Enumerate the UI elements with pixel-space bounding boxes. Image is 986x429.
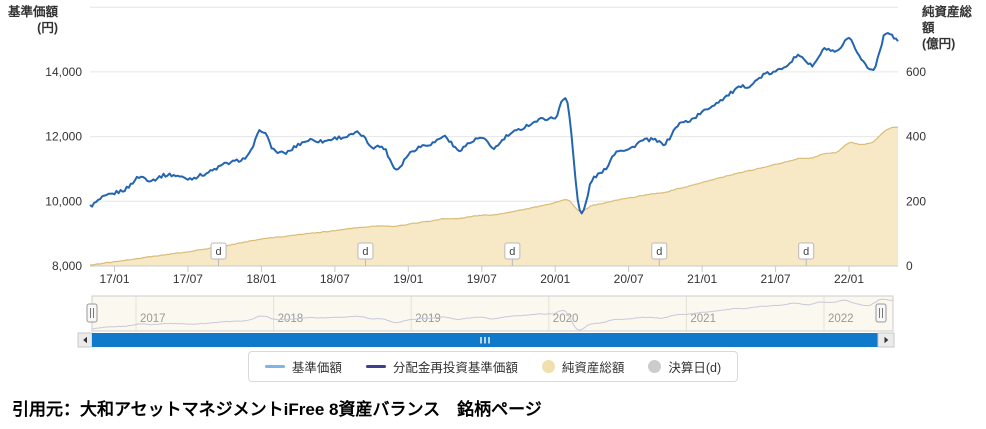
legend-item-0[interactable]: 基準価額 bbox=[264, 357, 342, 376]
source-caption: 引用元：大和アセットマネジメントiFree 8資産バランス 銘柄ページ bbox=[12, 400, 542, 419]
arrow-right-icon bbox=[884, 336, 889, 344]
navigator-year-label: 2017 bbox=[140, 313, 166, 325]
navigator[interactable]: 2017 2018 2019 2020 2021 2022 bbox=[86, 295, 894, 332]
navigator-year-label: 2020 bbox=[553, 313, 579, 325]
navigator-year-label: 2019 bbox=[415, 313, 441, 325]
legend-item-1[interactable]: 分配金再投資基準価額 bbox=[365, 357, 518, 376]
arrow-left-icon bbox=[83, 336, 87, 344]
svg-text:d: d bbox=[362, 246, 368, 258]
right-axis-title-text: 純資産総額 bbox=[922, 5, 973, 35]
navigator-handle-left[interactable] bbox=[86, 303, 98, 323]
legend-item-label: 決算日(d) bbox=[668, 361, 722, 375]
left-axis-title-text: 基準価額 bbox=[7, 5, 58, 19]
right-tick-label: 200 bbox=[906, 194, 926, 208]
legend-item-label: 純資産総額 bbox=[561, 361, 625, 375]
left-tick-label: 12,000 bbox=[45, 130, 82, 144]
x-tick-label: 22/01 bbox=[834, 272, 864, 286]
chart-canvas[interactable]: 17/01 17/07 18/01 18/07 19/01 19/07 20/01 20/07… bbox=[0, 0, 986, 349]
navigator-year-label: 2022 bbox=[828, 313, 854, 325]
settlement-marker[interactable]: d bbox=[798, 242, 815, 266]
scrollbar[interactable] bbox=[77, 332, 895, 348]
right-axis-title: 純資産総額 (億円) bbox=[922, 4, 984, 52]
x-tick-label: 19/07 bbox=[467, 272, 497, 286]
svg-text:d: d bbox=[509, 246, 515, 258]
legend-circle-marker-icon bbox=[648, 360, 662, 373]
legend-wrap: 基準価額 分配金再投資基準価額 純資産総額 決算日(d) bbox=[0, 351, 986, 382]
svg-text:d: d bbox=[215, 246, 221, 258]
legend-item-2[interactable]: 純資産総額 bbox=[541, 357, 625, 376]
right-tick-label: 0 bbox=[906, 259, 913, 273]
left-axis-title: 基準価額 (円) bbox=[2, 4, 58, 36]
right-tick-label: 600 bbox=[906, 65, 926, 79]
price-line[interactable] bbox=[89, 32, 899, 215]
left-tick-label: 10,000 bbox=[45, 194, 82, 208]
x-axis: 17/01 17/07 18/01 18/07 19/01 19/07 20/01 20/07… bbox=[90, 265, 898, 286]
x-tick-label: 19/01 bbox=[393, 272, 423, 286]
svg-text:d: d bbox=[803, 246, 809, 258]
right-axis-unit: (億円) bbox=[922, 37, 956, 51]
right-tick-label: 400 bbox=[906, 130, 926, 144]
x-tick-label: 17/07 bbox=[173, 272, 203, 286]
scrollbar-left-button[interactable] bbox=[77, 332, 93, 348]
x-tick-label: 21/01 bbox=[687, 272, 717, 286]
x-tick-label: 21/07 bbox=[761, 272, 791, 286]
assets-area bbox=[90, 126, 898, 267]
navigator-year-label: 2021 bbox=[690, 313, 716, 325]
legend-item-label: 分配金再投資基準価額 bbox=[392, 361, 518, 375]
legend-line-marker-icon bbox=[365, 365, 386, 368]
x-tick-label: 17/01 bbox=[99, 272, 129, 286]
settlement-marker[interactable]: d bbox=[651, 242, 668, 266]
legend-item-label: 基準価額 bbox=[291, 361, 342, 375]
x-tick-label: 18/07 bbox=[320, 272, 350, 286]
x-tick-label: 18/01 bbox=[246, 272, 276, 286]
navigator-handle-right[interactable] bbox=[875, 303, 887, 323]
legend: 基準価額 分配金再投資基準価額 純資産総額 決算日(d) bbox=[247, 351, 739, 382]
legend-circle-marker-icon bbox=[541, 360, 555, 373]
svg-text:d: d bbox=[656, 246, 662, 258]
left-tick-label: 14,000 bbox=[45, 65, 82, 79]
navigator-track bbox=[91, 295, 894, 332]
x-tick-label: 20/01 bbox=[540, 272, 570, 286]
settlement-marker[interactable]: d bbox=[210, 242, 227, 266]
left-axis-unit: (円) bbox=[37, 21, 58, 35]
navigator-series-line bbox=[91, 298, 894, 331]
x-tick-label: 20/07 bbox=[614, 272, 644, 286]
legend-item-3[interactable]: 決算日(d) bbox=[648, 357, 721, 376]
scrollbar-right-button[interactable] bbox=[877, 332, 895, 348]
legend-line-marker-icon bbox=[264, 365, 285, 368]
left-tick-label: 8,000 bbox=[52, 259, 82, 273]
y-axis-labels: 14,000 12,000 10,000 8,000 600 400 200 0 bbox=[45, 65, 926, 273]
settlement-marker[interactable]: d bbox=[357, 242, 374, 266]
settlement-marker[interactable]: d bbox=[504, 242, 521, 266]
